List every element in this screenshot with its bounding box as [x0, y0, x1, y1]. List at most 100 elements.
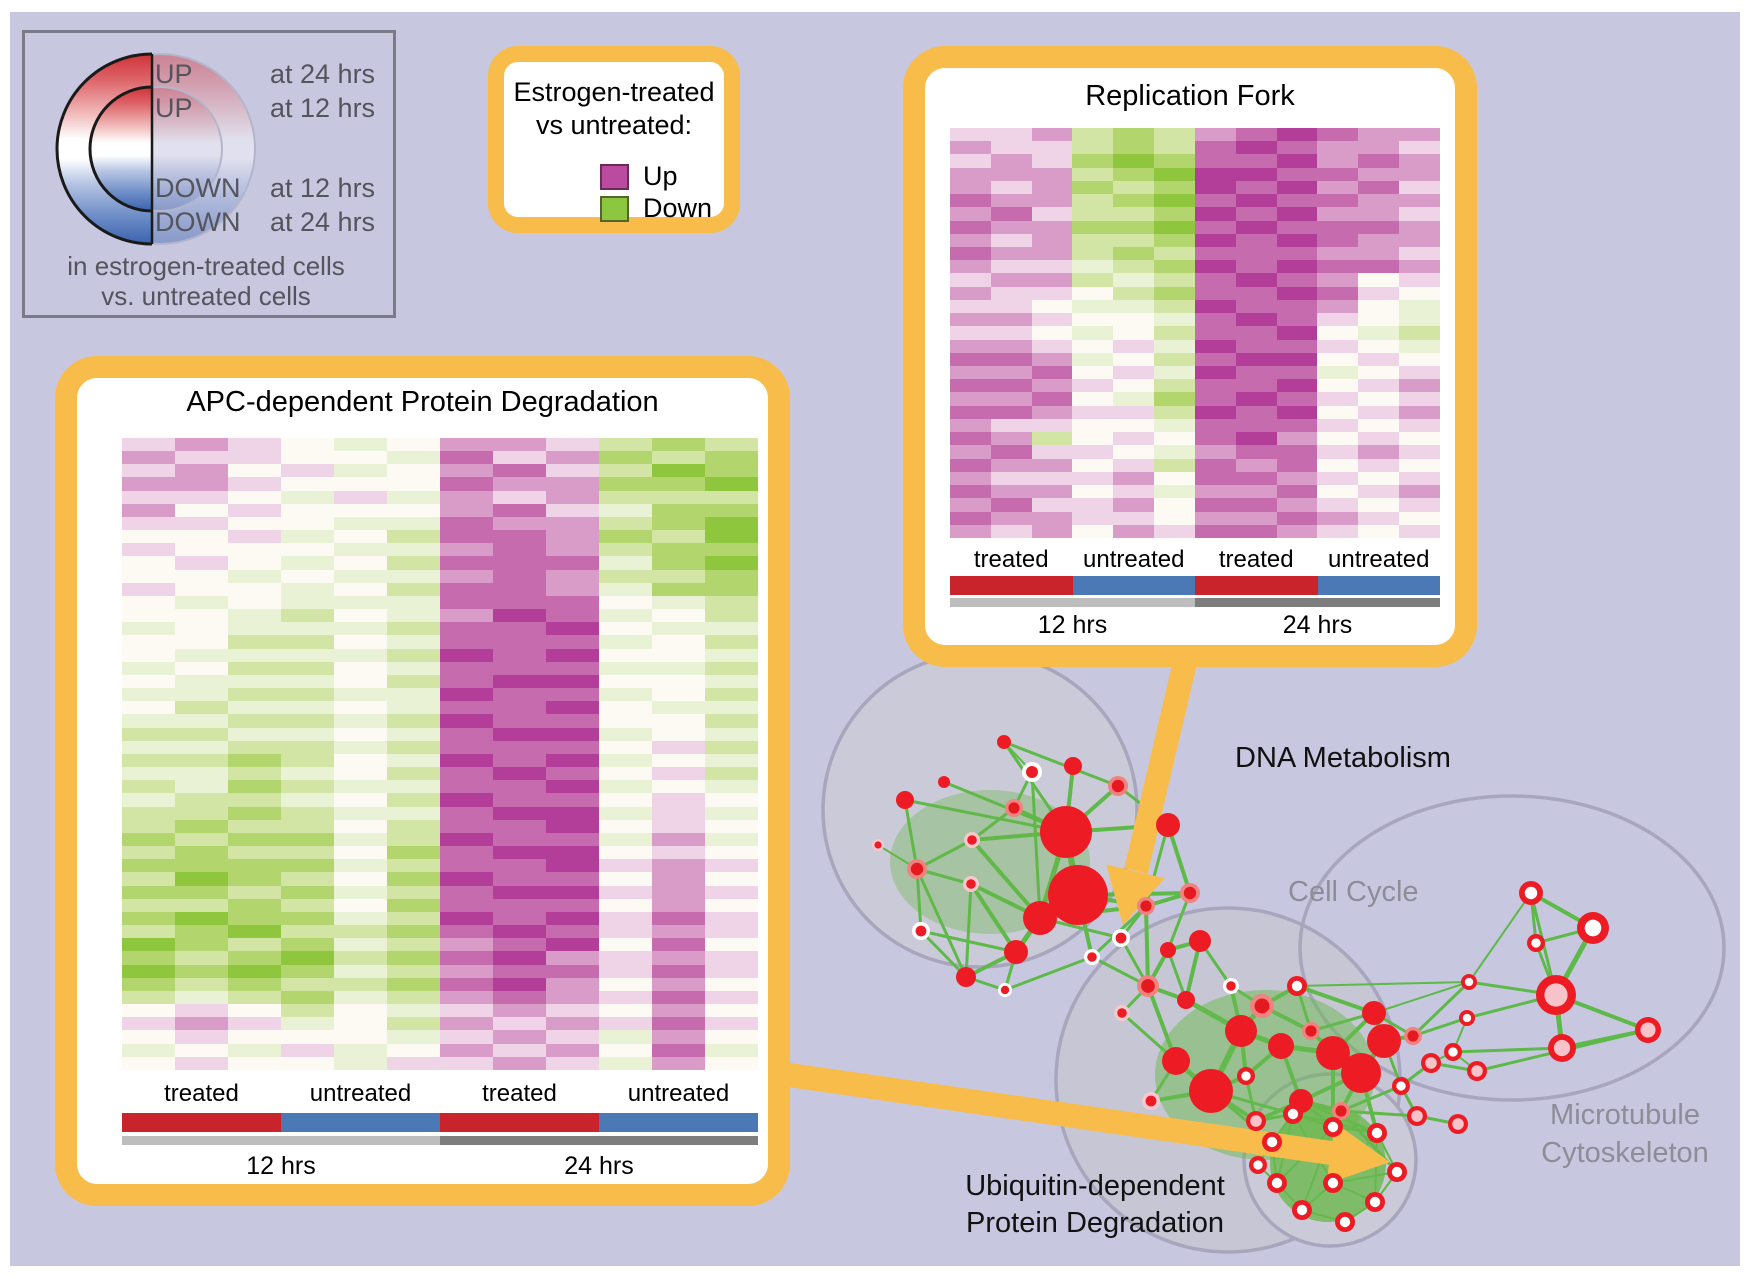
- callout-arrowhead-apc-to-ubiquitin: [1326, 1122, 1390, 1185]
- network-node: [896, 791, 914, 809]
- network-node-core: [1266, 1136, 1278, 1148]
- network-node: [1189, 930, 1211, 952]
- condition-label: treated: [164, 1080, 239, 1107]
- microtubule-label-line2: Cytoskeleton: [1541, 1137, 1709, 1169]
- microtubule-label-line1: Microtubule: [1550, 1099, 1700, 1131]
- network-edge: [919, 929, 968, 979]
- network-edge: [1144, 904, 1150, 988]
- time-label: 12 hrs: [246, 1152, 316, 1180]
- network-node-core: [1640, 1022, 1656, 1038]
- network-node-core: [1462, 1013, 1472, 1023]
- estrogen-legend-title-line1: Estrogen-treated: [513, 77, 715, 107]
- ubiquitin-label-line2: Protein Degradation: [966, 1207, 1224, 1239]
- condition-bar: [281, 1113, 440, 1132]
- condition-bar: [1195, 576, 1318, 595]
- estrogen-legend-panel: Estrogen-treated vs untreated: Up Down: [488, 46, 740, 233]
- scale-row-time: at 24 hrs: [270, 59, 376, 89]
- network-node-core: [966, 879, 976, 889]
- network-node-core: [1524, 886, 1538, 900]
- callout-arrowhead-replication-fork-to-dna: [1106, 864, 1165, 925]
- network-node-core: [1544, 983, 1568, 1007]
- network-node-core: [1369, 1196, 1381, 1208]
- legend-item-up: Up: [600, 161, 678, 192]
- network-edge: [1411, 980, 1471, 1038]
- network-node-core: [1140, 900, 1152, 912]
- network-node: [1023, 901, 1057, 935]
- up-color-swatch: [600, 163, 629, 190]
- network-node-core: [910, 862, 924, 876]
- network-node-core: [1111, 779, 1125, 793]
- network-node: [1040, 806, 1092, 858]
- scale-footer-line2: vs. untreated cells: [101, 281, 311, 311]
- legend-item-down: Down: [600, 193, 712, 224]
- network-edge: [1030, 770, 1042, 920]
- network-node: [997, 735, 1011, 749]
- apc-condition-labels: treated untreated treated untreated: [122, 1080, 758, 1108]
- network-node: [1341, 1053, 1381, 1093]
- network-node-core: [1226, 981, 1236, 991]
- network-node-core: [1241, 1071, 1251, 1081]
- cluster-label-cell-cycle: Cell Cycle: [1288, 876, 1419, 908]
- up-label: Up: [643, 161, 678, 191]
- network-node-core: [1471, 1065, 1483, 1077]
- network-node: [938, 776, 950, 788]
- network-edge: [1373, 981, 1470, 1014]
- network-node-core: [1452, 1118, 1464, 1130]
- time-label: 24 hrs: [1282, 611, 1353, 639]
- network-edge: [1468, 892, 1532, 983]
- cluster-dna-edge-mass: [890, 790, 1090, 934]
- network-graph: [766, 651, 1726, 1254]
- network-edge: [1451, 1046, 1564, 1054]
- network-edge: [903, 798, 1068, 834]
- time-bar: [122, 1136, 440, 1145]
- estrogen-legend-title: Estrogen-treated vs untreated:: [504, 76, 724, 142]
- condition-label: untreated: [627, 1080, 730, 1107]
- callout-arrow-replication-fork-to-dna: [1124, 655, 1198, 874]
- network-edge: [964, 882, 973, 979]
- time-label: 12 hrs: [1037, 611, 1108, 639]
- network-node: [1316, 1036, 1350, 1070]
- network-node: [1177, 991, 1195, 1009]
- condition-label: untreated: [1328, 546, 1430, 573]
- network-node-core: [1287, 1108, 1299, 1120]
- scale-row-time: at 12 hrs: [270, 93, 376, 123]
- scale-row-dir: UP: [155, 59, 193, 89]
- rf-condition-labels: treated untreated treated untreated: [950, 546, 1440, 574]
- network-edge: [1295, 984, 1376, 1015]
- network-edge: [903, 798, 919, 871]
- time-label: 24 hrs: [564, 1152, 634, 1180]
- network-node-core: [1584, 919, 1602, 937]
- network-node-core: [874, 841, 882, 849]
- network-node-core: [1464, 977, 1474, 987]
- network-node-core: [1253, 1160, 1263, 1170]
- network-edge: [970, 838, 1042, 920]
- cluster-label-ubiquitin: Ubiquitin-dependent Protein Degradation: [940, 1168, 1250, 1242]
- network-edge: [1166, 891, 1192, 952]
- network-node: [1362, 1001, 1386, 1025]
- scale-row-dir: DOWN: [155, 207, 241, 237]
- network-node: [1048, 865, 1108, 925]
- time-bar: [440, 1136, 758, 1145]
- network-node-core: [1391, 1166, 1403, 1178]
- scale-footer-line1: in estrogen-treated cells: [67, 251, 345, 281]
- estrogen-legend-title-line2: vs untreated:: [535, 110, 693, 140]
- network-node-core: [1553, 1039, 1571, 1057]
- network-node-core: [1250, 1115, 1262, 1127]
- apc-condition-bars: [122, 1113, 758, 1132]
- scale-row-dir: DOWN: [155, 173, 241, 203]
- network-node-core: [1411, 1110, 1423, 1122]
- network-edge: [915, 867, 968, 979]
- network-edge: [969, 882, 1018, 954]
- network-node-core: [1115, 932, 1127, 944]
- network-node-core: [1141, 979, 1155, 993]
- cluster-label-dna-metabolism: DNA Metabolism: [1235, 742, 1451, 774]
- updown-scale-legend: UP at 24 hrs UP at 12 hrs DOWN at 12 hrs…: [22, 30, 396, 318]
- condition-bar: [1072, 576, 1195, 595]
- apc-heatmap: [122, 438, 758, 1070]
- network-node-core: [1327, 1177, 1339, 1189]
- condition-bar: [440, 1113, 599, 1132]
- network-node-core: [1371, 1127, 1383, 1139]
- replication-fork-heatmap: [950, 128, 1440, 538]
- cluster-microtubule-cytoskeleton: [1298, 794, 1726, 1102]
